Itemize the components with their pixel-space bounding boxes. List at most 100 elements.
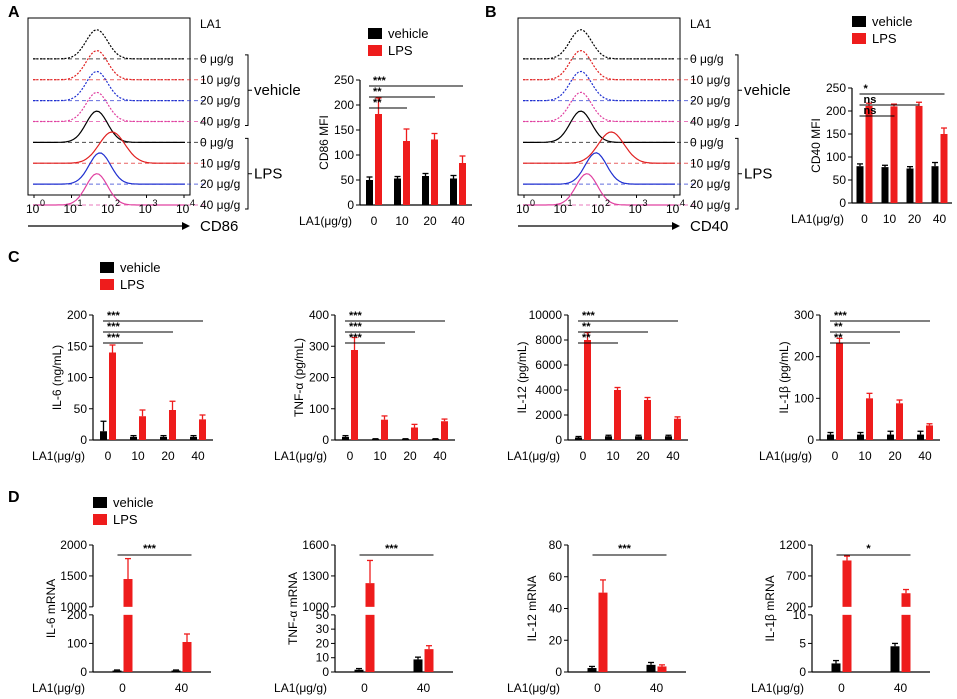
x-axis-title: LA1(μg/g) <box>791 212 844 226</box>
y-tick-label: 200 <box>67 608 87 622</box>
histogram-dose-label: 20 μg/g <box>200 177 240 191</box>
bar-vehicle <box>366 180 373 205</box>
histogram-arrowhead <box>182 222 190 230</box>
y-tick-label: 1000 <box>60 600 87 614</box>
x-tick-label: 0 <box>861 212 868 226</box>
y-tick-label: 1200 <box>779 538 806 552</box>
y-tick-label: 20 <box>549 633 563 647</box>
histogram-frame <box>517 17 681 196</box>
y-tick-label: 50 <box>341 173 355 187</box>
x-axis-title: LA1(μg/g) <box>274 449 327 463</box>
y-tick-label: 200 <box>826 104 846 118</box>
group-label: vehicle <box>744 82 791 99</box>
y-tick-label: 0 <box>799 665 806 679</box>
histogram-marker-label: CD86 <box>200 218 238 235</box>
histogram-cd40: LA1 0 μg/g 10 μg/g 20 μg/g 40 μg/g 0 μg/g 10 μ… <box>516 17 791 235</box>
bar-vehicle <box>906 168 914 203</box>
histogram-curve <box>33 91 185 123</box>
legend-swatch-lps <box>852 33 866 44</box>
y-tick-label: 0 <box>555 665 562 679</box>
bar-lps <box>890 106 898 203</box>
group-bracket <box>245 137 252 210</box>
group-label: LPS <box>744 166 772 183</box>
bar-lps-upper <box>365 583 375 607</box>
y-tick-label: 10 <box>793 608 807 622</box>
y-tick-label: 1500 <box>60 569 87 583</box>
y-tick-label: 6000 <box>535 358 562 372</box>
significance-label: *** <box>618 543 632 555</box>
chart-c4: 0 100 200 300 IL-1β (pg/mL) LA1(μg/g) 0 10 20 40 *… <box>759 308 940 463</box>
histogram-header: LA1 <box>200 17 222 31</box>
histogram-tick-exponent: 1 <box>78 198 83 208</box>
x-tick-label: 10 <box>373 449 387 463</box>
y-tick-label: 200 <box>334 98 354 112</box>
x-tick-label: 40 <box>175 681 189 695</box>
bar-lps <box>441 421 448 440</box>
bar-lps-lower <box>901 614 911 672</box>
x-tick-label: 0 <box>371 214 378 228</box>
histogram-tick-label: 10 <box>64 202 78 216</box>
bar-vehicle <box>931 166 939 203</box>
x-tick-label: 40 <box>433 449 447 463</box>
y-axis-label: CD86 MFI <box>317 115 331 170</box>
histogram-tick-label: 10 <box>101 202 115 216</box>
y-tick-label: 100 <box>826 150 846 164</box>
legend-label-vehicle: vehicle <box>120 260 160 275</box>
x-axis-title: LA1(μg/g) <box>32 681 85 695</box>
y-tick-label: 8000 <box>535 333 562 347</box>
bar-lps-lower <box>842 614 852 672</box>
histogram-dose-label: 20 μg/g <box>690 94 730 108</box>
significance-label: *** <box>373 75 387 87</box>
bar-lps <box>865 105 873 203</box>
x-tick-label: 20 <box>888 449 902 463</box>
histogram-tick-exponent: 4 <box>680 198 685 208</box>
x-tick-label: 20 <box>908 212 922 226</box>
bar-lps <box>411 427 418 440</box>
significance-label: *** <box>349 332 363 344</box>
legend-swatch-lps <box>100 279 114 290</box>
histogram-tick-exponent: 3 <box>153 198 158 208</box>
x-tick-label: 40 <box>918 449 932 463</box>
y-tick-label: 5 <box>799 636 806 650</box>
bar-vehicle <box>575 437 582 440</box>
significance-label: *** <box>107 310 121 322</box>
bar-lps <box>644 400 651 440</box>
bar-vehicle <box>450 178 457 205</box>
histogram-curve <box>523 70 675 102</box>
bar-lps <box>182 641 192 672</box>
histogram-tick-label: 10 <box>554 202 568 216</box>
x-tick-label: 40 <box>894 681 908 695</box>
y-tick-label: 1300 <box>302 569 329 583</box>
significance-label: ** <box>834 332 843 344</box>
y-tick-label: 200 <box>786 600 806 614</box>
y-tick-label: 250 <box>334 73 354 87</box>
legend-label-vehicle: vehicle <box>872 14 912 29</box>
histogram-curve <box>523 173 675 206</box>
histogram-curve <box>523 29 675 60</box>
group-bracket <box>735 54 742 126</box>
bar-lps <box>836 343 843 440</box>
significance-label: * <box>866 543 871 555</box>
histogram-cd86: LA1 0 μg/g 10 μg/g 20 μg/g 40 μg/g 0 μg/g 10 μ… <box>26 17 301 235</box>
y-tick-label: 1600 <box>302 538 329 552</box>
histogram-tick-exponent: 3 <box>643 198 648 208</box>
x-axis-title: LA1(μg/g) <box>507 449 560 463</box>
significance-label: * <box>864 83 869 95</box>
chart-c2: 0 100 200 300 400 TNF-α (pg/mL) LA1(μg/g) 0 10 20… <box>274 308 455 463</box>
x-tick-label: 20 <box>161 449 175 463</box>
y-axis-label: IL-6 mRNA <box>44 579 58 638</box>
bar-lps <box>424 649 434 672</box>
x-tick-label: 20 <box>636 449 650 463</box>
x-tick-label: 0 <box>832 449 839 463</box>
bar-vehicle <box>827 434 834 440</box>
y-tick-label: 100 <box>334 148 354 162</box>
x-tick-label: 40 <box>650 681 664 695</box>
x-tick-label: 10 <box>883 212 897 226</box>
histogram-curve <box>33 173 185 206</box>
significance-label: ** <box>373 97 382 109</box>
bar-vehicle <box>432 439 439 441</box>
bar-vehicle <box>190 436 197 440</box>
group-bracket <box>245 54 252 126</box>
